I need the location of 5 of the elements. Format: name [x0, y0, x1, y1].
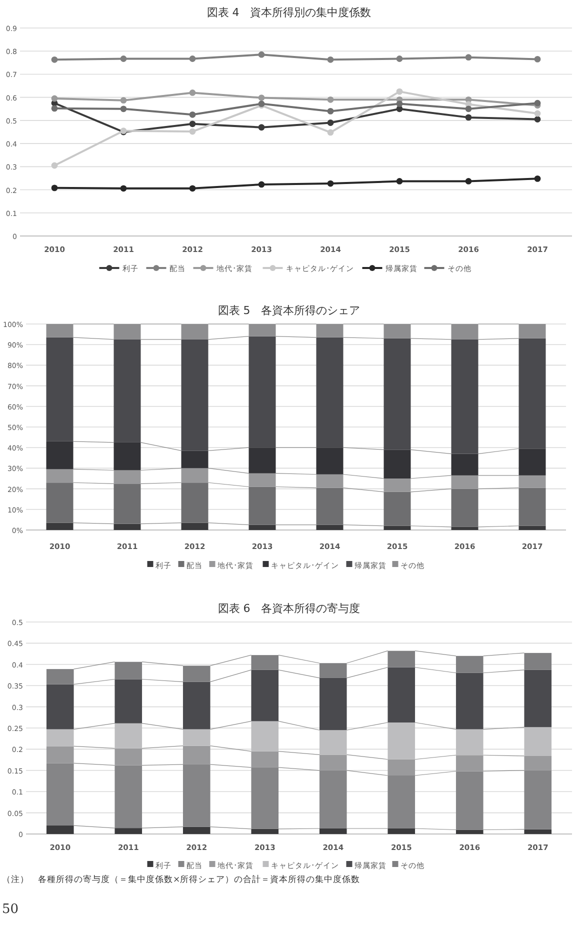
chart-title: 図表 5 各資本所得のシェア [218, 304, 360, 317]
text: （注） 各種所得の寄与度（＝集中度係数×所得シェア）の合計＝資本所得の集中度係数 [2, 874, 360, 885]
text: 50 [2, 902, 19, 917]
chart-title: 図表 6 各資本所得の寄与度 [218, 602, 360, 615]
chart-title: 図表 4 資本所得別の集中度係数 [206, 6, 372, 19]
